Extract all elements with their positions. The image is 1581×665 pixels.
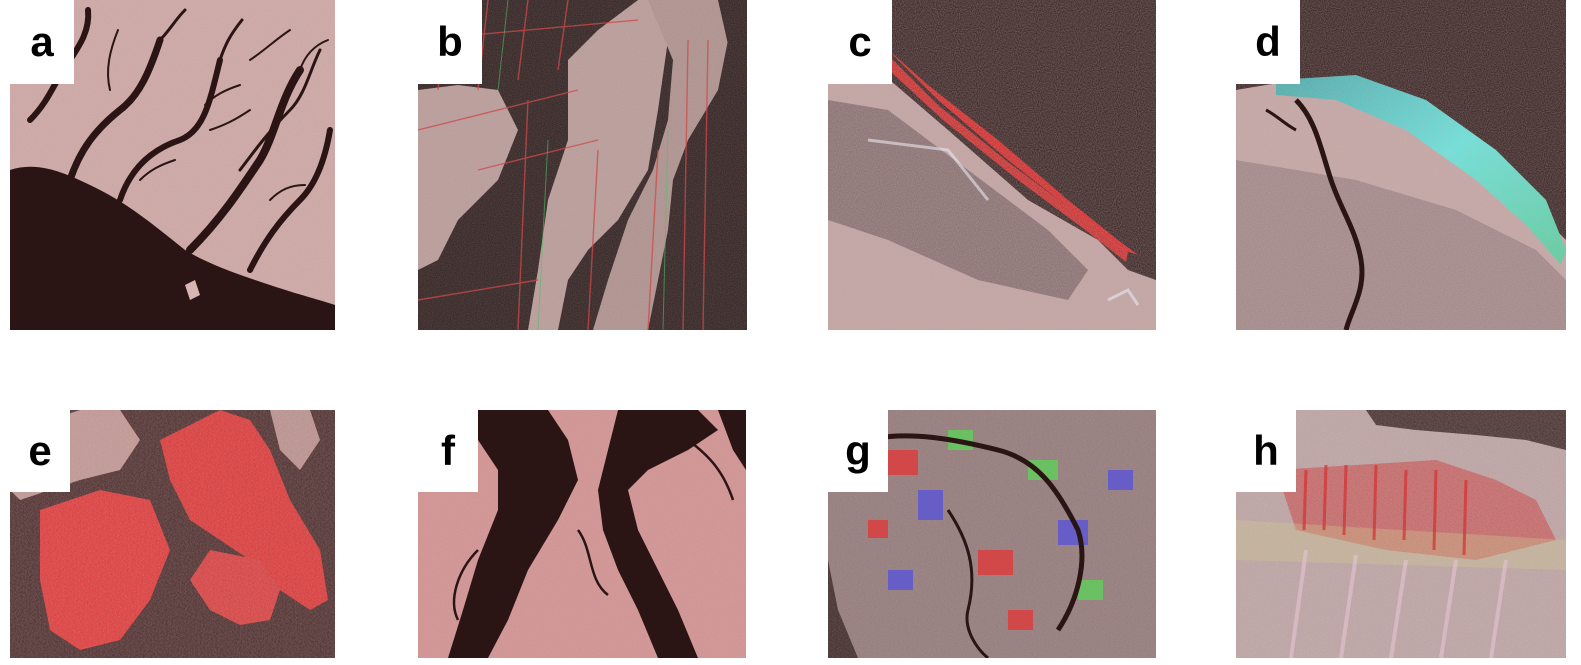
panel-label: e [10,410,70,492]
panel-b: b [418,0,747,330]
panel-b-image [418,0,747,330]
panel-e: e [10,410,335,658]
panel-f: f [418,410,746,658]
panel-label: f [418,410,478,492]
panel-h: h [1236,410,1566,658]
panel-c: c [828,0,1156,330]
panel-label: a [10,0,74,84]
panel-g: g [828,410,1156,658]
panel-label: b [418,0,482,84]
panel-label: h [1236,410,1296,492]
panel-a: a [10,0,335,330]
panel-d: d [1236,0,1566,330]
panel-label: g [828,410,888,492]
panel-d-image [1236,0,1566,330]
panel-label: d [1236,0,1300,84]
panel-label: c [828,0,892,84]
